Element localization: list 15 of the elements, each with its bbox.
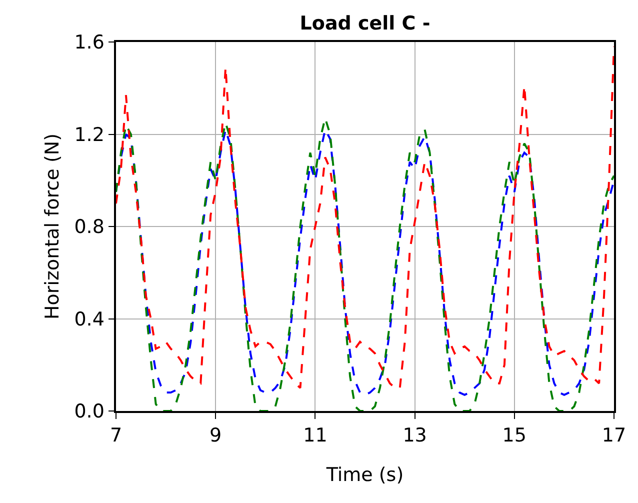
x-axis-title: Time (s) [325, 464, 404, 486]
chart-title: Load cell C - [300, 12, 430, 34]
x-tick-label: 7 [110, 424, 122, 447]
x-tick-label: 17 [602, 424, 626, 447]
y-tick-label: 1.2 [74, 124, 104, 146]
line-series [116, 46, 614, 389]
y-tick-label: 0.0 [74, 400, 104, 423]
y-tick-label: 0.8 [74, 216, 104, 238]
x-tick-label: 15 [502, 424, 526, 447]
x-tick-label: 9 [210, 424, 222, 447]
y-tick-label: 0.4 [74, 308, 104, 330]
x-tick-label: 13 [402, 424, 427, 447]
y-tick-label: 1.6 [74, 32, 104, 54]
x-tick-label: 11 [303, 424, 328, 447]
y-axis-title: Horizontal force (N) [42, 134, 64, 320]
